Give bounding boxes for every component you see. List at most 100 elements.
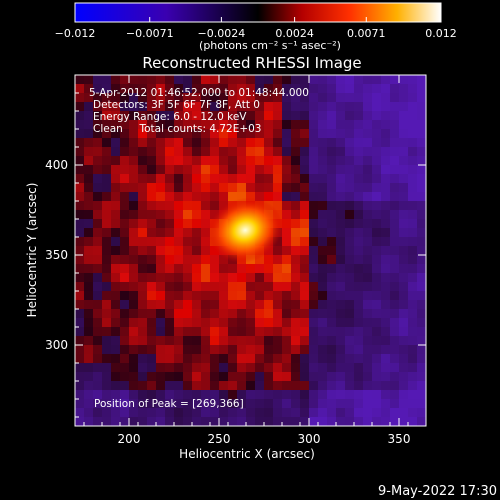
heatmap-cell [345,399,355,409]
heatmap-cell [246,408,256,418]
heatmap-cell [183,156,193,166]
heatmap-cell [129,354,139,364]
heatmap-cell [174,183,184,193]
heatmap-cell [417,120,426,130]
colorbar-tick-label: 0.0071 [347,27,386,40]
heatmap-cell [327,246,337,256]
heatmap-cell [210,120,220,130]
heatmap-cell [327,120,337,130]
heatmap-cell [354,336,364,346]
heatmap-cell [282,183,292,193]
heatmap-cell [354,210,364,220]
heatmap-cell [210,264,220,274]
heatmap-cell [156,282,166,292]
heatmap-cell [291,417,301,426]
heatmap-cell [120,219,130,229]
heatmap-cell [417,237,426,247]
heatmap-cell [309,309,319,319]
heatmap-cell [111,147,121,157]
heatmap-cell [354,165,364,175]
heatmap-cell [354,390,364,400]
heatmap-cell [192,147,202,157]
heatmap-cell [156,408,166,418]
heatmap-cell [309,237,319,247]
heatmap-cell [390,309,400,319]
heatmap-cell [327,336,337,346]
heatmap-cell [273,390,283,400]
heatmap-cell [183,246,193,256]
heatmap-cell [174,165,184,175]
heatmap-cell [210,192,220,202]
heatmap-cell [291,192,301,202]
heatmap-cell [192,291,202,301]
heatmap-cell [183,363,193,373]
heatmap-cell [408,192,418,202]
heatmap-cell [291,264,301,274]
heatmap-cell [165,354,175,364]
heatmap-cell [201,282,211,292]
heatmap-cell [156,210,166,220]
heatmap-cell [237,372,247,382]
heatmap-cell [363,363,373,373]
heatmap-cell [372,102,382,112]
heatmap-cell [336,408,346,418]
heatmap-cell [84,363,94,373]
y-tick-label: 350 [45,248,68,262]
heatmap-cell [345,138,355,148]
heatmap-cell [327,138,337,148]
heatmap-cell [228,156,238,166]
heatmap-cell [201,210,211,220]
heatmap-cell [102,201,112,211]
heatmap-cell [156,120,166,130]
heatmap-cell [84,300,94,310]
heatmap-cell [138,219,148,229]
heatmap-cell [93,399,103,409]
heatmap-cell [147,381,157,391]
heatmap-cell [120,165,130,175]
heatmap-cell [390,390,400,400]
heatmap-cell [111,156,121,166]
heatmap-cell [102,246,112,256]
heatmap-cell [390,291,400,301]
heatmap-cell [390,399,400,409]
heatmap-cell [300,363,310,373]
heatmap-cell [399,201,409,211]
heatmap-cell [417,165,426,175]
heatmap-cell [129,84,139,94]
heatmap-cell [111,210,121,220]
heatmap-cell [309,282,319,292]
heatmap-cell [111,84,121,94]
heatmap-cell [129,318,139,328]
heatmap-cell [327,228,337,238]
heatmap-cell [318,129,328,139]
heatmap-cell [201,84,211,94]
heatmap-cell [102,75,112,85]
heatmap-cell [363,372,373,382]
heatmap-cell [192,255,202,265]
heatmap-cell [408,399,418,409]
heatmap-cell [345,354,355,364]
heatmap-cell [318,345,328,355]
heatmap-cell [390,201,400,211]
heatmap-cell [318,336,328,346]
heatmap-cell [255,381,265,391]
heatmap-cell [84,138,94,148]
heatmap-cell [147,192,157,202]
heatmap-cell [219,327,229,337]
heatmap-cell [210,354,220,364]
heatmap-cell [129,192,139,202]
heatmap-cell [318,309,328,319]
heatmap-cell [408,363,418,373]
heatmap-cell [264,111,274,121]
heatmap-cell [255,309,265,319]
heatmap-cell [408,84,418,94]
heatmap-cell [309,219,319,229]
heatmap-cell [309,300,319,310]
heatmap-cell [156,147,166,157]
heatmap-cell [228,390,238,400]
heatmap-cell [237,273,247,283]
heatmap-cell [156,354,166,364]
heatmap-cell [408,318,418,328]
heatmap-cell [372,228,382,238]
heatmap-cell [174,75,184,85]
